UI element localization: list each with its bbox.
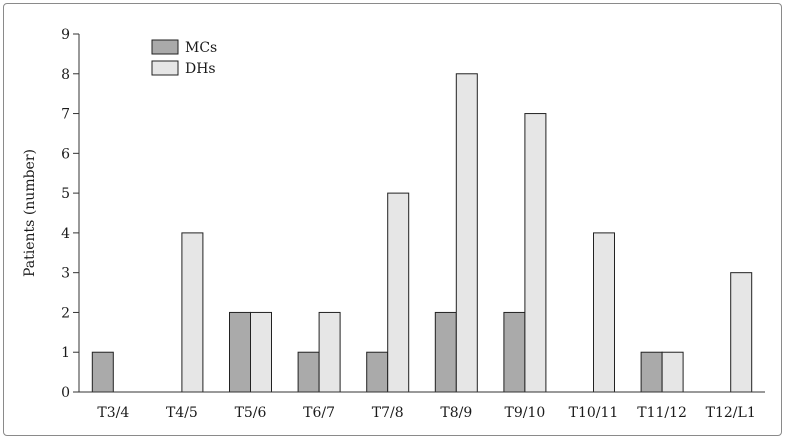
x-tick-label: T7/8 xyxy=(372,405,404,421)
legend-label-mcs: MCs xyxy=(185,40,217,56)
y-tick-label: 7 xyxy=(61,107,70,123)
y-axis-ticks: 0 1 2 3 4 5 6 7 8 9 xyxy=(61,27,79,401)
y-tick-label: 3 xyxy=(61,266,70,282)
x-tick-label: T12/L1 xyxy=(706,405,756,421)
y-tick-label: 0 xyxy=(61,385,70,401)
bar-dhs-t12-l1 xyxy=(730,272,753,393)
legend-swatch-mcs xyxy=(151,39,179,55)
chart-frame: 0 1 2 3 4 5 6 7 8 9 T3/4 T4/5 T5/6 T6/7 T7/8 T8/9 T9/10… xyxy=(3,3,782,436)
bar-dhs-t8-9 xyxy=(455,73,478,393)
bar-dhs-t10-11 xyxy=(593,232,615,393)
x-tick-label: T6/7 xyxy=(303,405,335,421)
bar-dhs-t4-5 xyxy=(181,232,204,393)
y-tick-label: 2 xyxy=(61,305,70,321)
x-tick-label: T3/4 xyxy=(97,405,129,421)
y-tick-label: 4 xyxy=(61,226,70,242)
bar-mcs-t7-8 xyxy=(366,351,389,393)
bar-dhs-t6-7 xyxy=(318,311,341,393)
x-tick-label: T5/6 xyxy=(235,405,267,421)
bar-mcs-t11-12 xyxy=(640,351,663,393)
bar-dhs-t7-8 xyxy=(387,192,410,393)
y-axis-title: Patients (number) xyxy=(22,149,38,277)
legend-label-dhs: DHs xyxy=(185,61,216,77)
y-tick-label: 6 xyxy=(61,146,70,162)
x-tick-label: T4/5 xyxy=(166,405,198,421)
x-axis-tick-labels: T3/4 T4/5 T5/6 T6/7 T7/8 T8/9 T9/10 T10/11 T11/1… xyxy=(97,405,755,421)
bar-mcs-t8-9 xyxy=(434,311,457,393)
x-tick-label: T10/11 xyxy=(569,405,619,421)
bar-mcs-t6-7 xyxy=(297,351,320,393)
legend-swatch-dhs xyxy=(151,60,179,76)
x-tick-label: T9/10 xyxy=(505,405,546,421)
bar-mcs-t3-4 xyxy=(91,351,114,393)
x-tick-label: T11/12 xyxy=(637,405,687,421)
bar-dhs-t5-6 xyxy=(250,311,272,393)
x-tick-label: T8/9 xyxy=(440,405,472,421)
axes xyxy=(78,34,765,393)
y-tick-label: 1 xyxy=(61,345,70,361)
y-tick-label: 5 xyxy=(61,186,70,202)
bar-dhs-t11-12 xyxy=(661,351,684,393)
bar-mcs-t9-10 xyxy=(503,311,526,393)
y-tick-label: 8 xyxy=(61,67,70,83)
bars xyxy=(91,73,753,393)
bar-dhs-t9-10 xyxy=(524,113,547,393)
legend: MCs DHs xyxy=(151,39,217,77)
bar-mcs-t5-6 xyxy=(229,311,251,393)
y-tick-label: 9 xyxy=(61,27,70,43)
bar-chart: 0 1 2 3 4 5 6 7 8 9 T3/4 T4/5 T5/6 T6/7 T7/8 T8/9 T9/10… xyxy=(22,27,765,421)
